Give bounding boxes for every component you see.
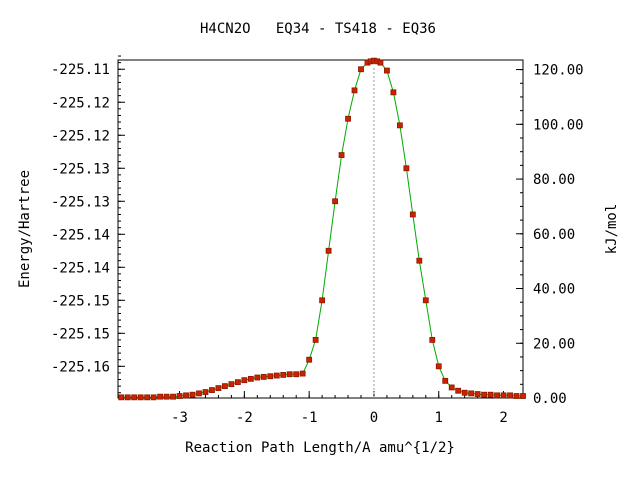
y2-tick-label: 20.00 [533, 336, 575, 352]
y-tick-label: -225.13 [51, 194, 110, 210]
y-tick-label: -225.11 [51, 62, 110, 78]
y-tick-label: -225.15 [51, 293, 110, 309]
y-tick-label: -225.16 [51, 359, 110, 375]
data-point [170, 393, 176, 400]
data-point [222, 383, 228, 390]
data-point [474, 391, 481, 397]
data-markers [118, 57, 526, 401]
data-point [163, 393, 170, 400]
data-point [409, 211, 416, 218]
data-point [267, 373, 274, 380]
data-point [228, 381, 235, 388]
y2-tick-label: 60.00 [533, 227, 575, 243]
data-point [513, 393, 520, 399]
data-point [183, 392, 189, 399]
chart-title: H4CN2O EQ34 - TS418 - EQ36 [200, 21, 436, 37]
x-axis-label: Reaction Path Length/A amu^{1/2} [185, 440, 455, 456]
data-point [416, 257, 423, 264]
data-point [396, 122, 403, 129]
data-point [442, 377, 449, 384]
y-tick-label: -225.12 [51, 128, 110, 144]
data-point [345, 115, 351, 122]
data-point [384, 67, 390, 74]
x-tick-label: 2 [499, 410, 507, 426]
data-point [507, 392, 513, 399]
data-point [260, 373, 267, 380]
data-point [351, 87, 358, 94]
data-point [202, 389, 209, 395]
x-tick-label: -1 [301, 410, 318, 426]
y2-tick-label: 80.00 [533, 172, 575, 188]
data-point [481, 391, 488, 398]
x-tick-label: -2 [236, 410, 253, 426]
data-point [468, 390, 475, 397]
data-point [176, 393, 183, 399]
x-tick-label: 1 [435, 410, 443, 426]
y2-tick-label: 120.00 [533, 63, 584, 79]
data-point [325, 247, 332, 254]
data-point [358, 66, 364, 73]
data-point [280, 371, 287, 378]
data-point [500, 392, 507, 399]
data-point [131, 394, 138, 401]
data-point [247, 375, 254, 382]
data-point [332, 198, 338, 205]
data-point [487, 391, 494, 398]
data-point [137, 394, 144, 401]
data-point [403, 165, 410, 172]
y-tick-label: -225.15 [51, 326, 110, 342]
data-point [118, 394, 125, 401]
y-tick-label: -225.13 [51, 161, 110, 177]
y-tick-label: -225.14 [51, 260, 110, 276]
data-point [338, 152, 345, 158]
y2-tick-label: 100.00 [533, 117, 584, 133]
data-point [273, 372, 280, 379]
data-point [494, 392, 500, 399]
y-axis-left: -225.16 -225.15 -225.15 -225.14 -225.14 -225.… [51, 55, 125, 394]
data-point [312, 337, 319, 343]
data-point [209, 387, 215, 393]
data-point [520, 393, 526, 399]
data-point [150, 394, 157, 401]
y-tick-label: -225.14 [51, 227, 110, 243]
data-point [319, 297, 326, 304]
y-tick-label: -225.12 [51, 95, 110, 111]
data-point [377, 59, 384, 66]
data-point [299, 370, 306, 377]
x-tick-label: 0 [370, 410, 378, 426]
data-point [189, 391, 196, 398]
y2-tick-label: 40.00 [533, 282, 575, 298]
y2-tick-label: 0.00 [533, 391, 567, 407]
data-point [306, 356, 313, 363]
x-tick-label: -3 [171, 410, 188, 426]
data-point [455, 387, 462, 394]
data-point [157, 393, 164, 400]
energy-curve-line [121, 60, 523, 398]
plot-area-frame [117, 59, 524, 399]
data-point [234, 379, 241, 386]
y-axis-label: Energy/Hartree [17, 170, 33, 288]
data-point [124, 394, 131, 401]
data-point [448, 384, 455, 391]
y-axis-right: 0.00 20.00 40.00 60.00 80.00 100.00 120.00 [516, 63, 584, 407]
data-point [390, 89, 397, 96]
data-point [461, 389, 468, 396]
data-point [254, 374, 261, 381]
y2-axis-label: kJ/mol [604, 204, 620, 255]
data-point [422, 297, 429, 304]
data-point [286, 371, 293, 378]
data-point [241, 377, 248, 384]
data-point [215, 385, 222, 391]
data-point [429, 337, 436, 343]
data-point [196, 390, 202, 397]
data-point [144, 394, 151, 401]
data-point [435, 363, 442, 370]
data-point [293, 371, 300, 378]
